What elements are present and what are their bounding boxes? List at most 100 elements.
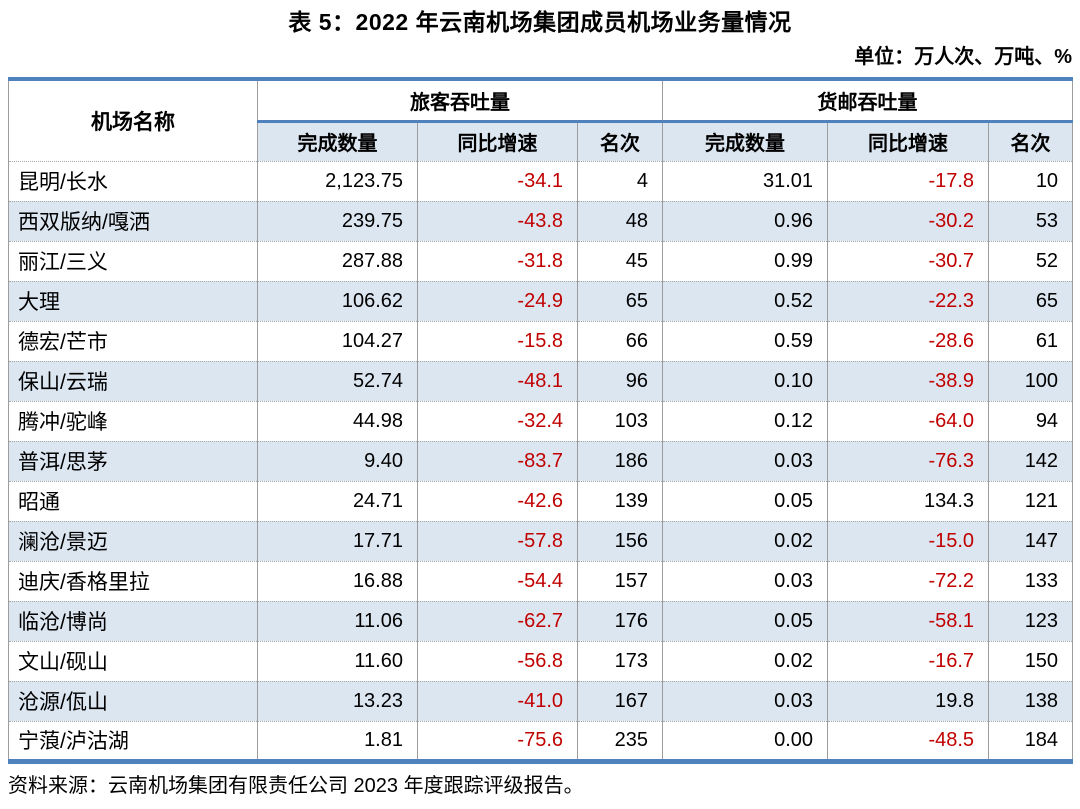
pax-volume-cell: 13.23: [257, 680, 418, 721]
table-row: 普洱/思茅 9.40 -83.7 186 0.03 -76.3 142: [8, 440, 1074, 481]
airport-business-table: 机场名称 旅客吞吐量 货邮吞吐量 完成数量 同比增速 名次 完成数量 同比增速 …: [8, 77, 1074, 764]
pax-rank-cell: 65: [576, 280, 664, 321]
pax-rank-cell: 235: [576, 720, 664, 761]
cargo-rank-cell: 150: [988, 640, 1074, 681]
airport-name-cell: 保山/云瑞: [8, 360, 258, 401]
pax-growth-cell: -41.0: [417, 680, 578, 721]
pax-growth-cell: -42.6: [417, 480, 578, 521]
cargo-volume-cell: 0.03: [662, 680, 829, 721]
cargo-rank-cell: 121: [988, 480, 1074, 521]
table-header: 机场名称 旅客吞吐量 货邮吞吐量 完成数量 同比增速 名次 完成数量 同比增速 …: [8, 79, 1074, 161]
airport-name-cell: 沧源/佤山: [8, 680, 258, 721]
pax-rank-cell: 4: [576, 160, 664, 201]
cargo-growth-cell: -58.1: [827, 600, 990, 641]
pax-volume-cell: 24.71: [257, 480, 418, 521]
cargo-volume-cell: 0.03: [662, 560, 829, 601]
table-row: 丽江/三义 287.88 -31.8 45 0.99 -30.7 52: [8, 240, 1074, 281]
cargo-volume-cell: 0.05: [662, 480, 829, 521]
column-header-pax-growth: 同比增速: [417, 121, 578, 161]
cargo-volume-cell: 0.03: [662, 440, 829, 481]
pax-rank-cell: 156: [576, 520, 664, 561]
cargo-volume-cell: 0.52: [662, 280, 829, 321]
cargo-growth-cell: -38.9: [827, 360, 990, 401]
pax-growth-cell: -24.9: [417, 280, 578, 321]
source-note: 资料来源：云南机场集团有限责任公司 2023 年度跟踪评级报告。: [8, 774, 584, 797]
cargo-growth-cell: -30.7: [827, 240, 990, 281]
airport-name-cell: 丽江/三义: [8, 240, 258, 281]
cargo-growth-cell: -30.2: [827, 200, 990, 241]
pax-rank-cell: 45: [576, 240, 664, 281]
cargo-rank-cell: 184: [988, 720, 1074, 761]
table-row: 昆明/长水 2,123.75 -34.1 4 31.01 -17.8 10: [8, 160, 1074, 201]
table-row: 西双版纳/嘎洒 239.75 -43.8 48 0.96 -30.2 53: [8, 200, 1074, 241]
cargo-growth-cell: -17.8: [827, 160, 990, 201]
table-row: 沧源/佤山 13.23 -41.0 167 0.03 19.8 138: [8, 680, 1074, 721]
column-header-airport: 机场名称: [8, 79, 258, 161]
cargo-volume-cell: 0.05: [662, 600, 829, 641]
airport-name-cell: 大理: [8, 280, 258, 321]
pax-growth-cell: -75.6: [417, 720, 578, 761]
airport-name-cell: 临沧/博尚: [8, 600, 258, 641]
airport-name-cell: 西双版纳/嘎洒: [8, 200, 258, 241]
pax-volume-cell: 104.27: [257, 320, 418, 361]
pax-volume-cell: 287.88: [257, 240, 418, 281]
pax-volume-cell: 1.81: [257, 720, 418, 761]
cargo-growth-cell: -28.6: [827, 320, 990, 361]
pax-rank-cell: 66: [576, 320, 664, 361]
group-header-cargo: 货邮吞吐量: [662, 79, 1074, 123]
cargo-growth-cell: 19.8: [827, 680, 990, 721]
pax-growth-cell: -48.1: [417, 360, 578, 401]
table-row: 昭通 24.71 -42.6 139 0.05 134.3 121: [8, 480, 1074, 521]
column-header-pax-volume: 完成数量: [257, 121, 418, 161]
table-row: 德宏/芒市 104.27 -15.8 66 0.59 -28.6 61: [8, 320, 1074, 361]
pax-rank-cell: 186: [576, 440, 664, 481]
pax-rank-cell: 167: [576, 680, 664, 721]
sub-header-row: 完成数量 同比增速 名次 完成数量 同比增速 名次: [9, 121, 1074, 161]
group-header-passenger: 旅客吞吐量: [256, 79, 664, 123]
cargo-rank-cell: 65: [988, 280, 1074, 321]
airport-name-cell: 文山/砚山: [8, 640, 258, 681]
pax-rank-cell: 48: [576, 200, 664, 241]
pax-volume-cell: 16.88: [257, 560, 418, 601]
pax-volume-cell: 11.60: [257, 640, 418, 681]
pax-volume-cell: 11.06: [257, 600, 418, 641]
airport-name-cell: 普洱/思茅: [8, 440, 258, 481]
pax-volume-cell: 9.40: [257, 440, 418, 481]
cargo-rank-cell: 10: [988, 160, 1074, 201]
table-row: 宁蒗/泸沽湖 1.81 -75.6 235 0.00 -48.5 184: [8, 720, 1074, 761]
cargo-rank-cell: 100: [988, 360, 1074, 401]
table-body: 昆明/长水 2,123.75 -34.1 4 31.01 -17.8 10 西双版纳/嘎洒 23…: [8, 160, 1074, 761]
cargo-volume-cell: 0.99: [662, 240, 829, 281]
table-row: 保山/云瑞 52.74 -48.1 96 0.10 -38.9 100: [8, 360, 1074, 401]
cargo-growth-cell: -16.7: [827, 640, 990, 681]
cargo-growth-cell: -15.0: [827, 520, 990, 561]
pax-volume-cell: 44.98: [257, 400, 418, 441]
table-row: 腾冲/驼峰 44.98 -32.4 103 0.12 -64.0 94: [8, 400, 1074, 441]
cargo-rank-cell: 138: [988, 680, 1074, 721]
cargo-volume-cell: 0.96: [662, 200, 829, 241]
pax-growth-cell: -34.1: [417, 160, 578, 201]
pax-growth-cell: -83.7: [417, 440, 578, 481]
pax-rank-cell: 173: [576, 640, 664, 681]
pax-growth-cell: -32.4: [417, 400, 578, 441]
table-row: 临沧/博尚 11.06 -62.7 176 0.05 -58.1 123: [8, 600, 1074, 641]
pax-volume-cell: 52.74: [257, 360, 418, 401]
cargo-volume-cell: 31.01: [662, 160, 829, 201]
pax-rank-cell: 103: [576, 400, 664, 441]
cargo-growth-cell: -64.0: [827, 400, 990, 441]
pax-growth-cell: -31.8: [417, 240, 578, 281]
cargo-growth-cell: -48.5: [827, 720, 990, 761]
unit-note: 单位：万人次、万吨、%: [854, 46, 1072, 68]
pax-growth-cell: -54.4: [417, 560, 578, 601]
airport-name-cell: 德宏/芒市: [8, 320, 258, 361]
cargo-rank-cell: 61: [988, 320, 1074, 361]
cargo-growth-cell: -72.2: [827, 560, 990, 601]
cargo-rank-cell: 133: [988, 560, 1074, 601]
cargo-growth-cell: 134.3: [827, 480, 990, 521]
cargo-volume-cell: 0.00: [662, 720, 829, 761]
column-header-cargo-volume: 完成数量: [662, 121, 829, 161]
table-title: 表 5：2022 年云南机场集团成员机场业务量情况: [288, 9, 792, 35]
column-header-pax-rank: 名次: [576, 121, 664, 161]
pax-volume-cell: 2,123.75: [257, 160, 418, 201]
